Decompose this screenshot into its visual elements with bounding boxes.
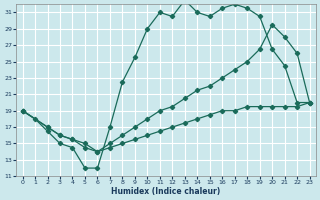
X-axis label: Humidex (Indice chaleur): Humidex (Indice chaleur) — [111, 187, 221, 196]
